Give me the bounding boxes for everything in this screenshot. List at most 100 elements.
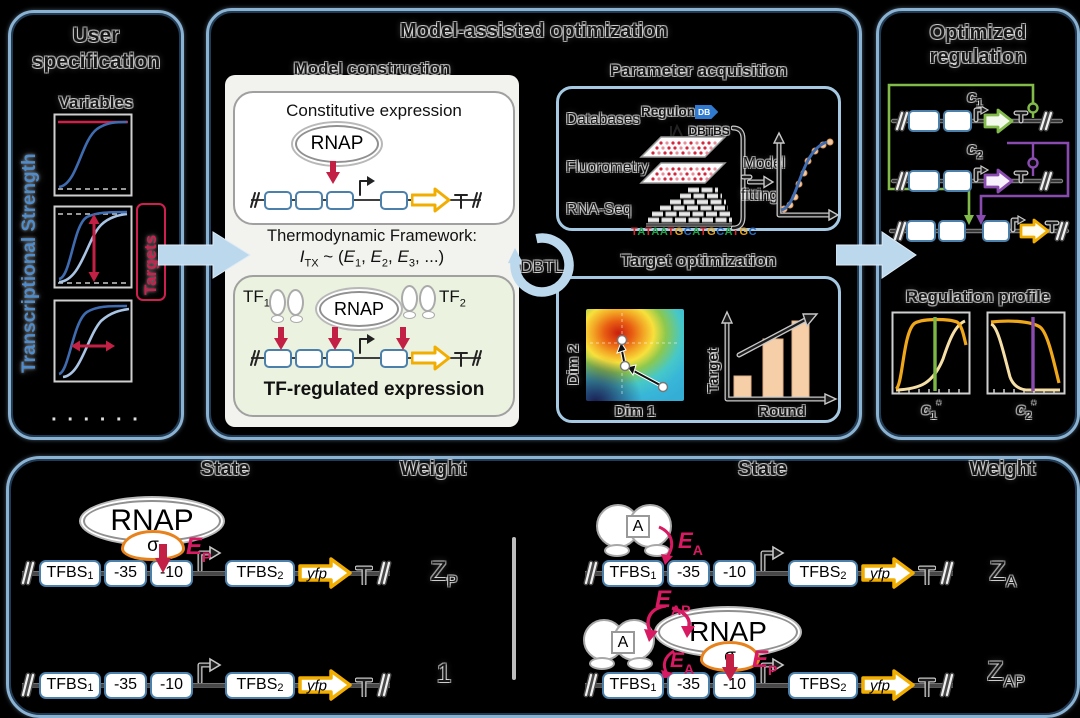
tf-regulated-dna — [249, 334, 483, 373]
tfbs2-box: TFBS 2 — [788, 671, 858, 699]
promoter-icon — [760, 545, 785, 571]
rnap-label: RNAP — [333, 298, 384, 319]
profile-plot-c2 — [986, 311, 1066, 395]
model-fitting-line2: fitting — [741, 187, 779, 204]
gene-arrow-icon — [411, 187, 451, 213]
terminator-icon — [454, 352, 468, 367]
state-dna-zap: TFBS 1 -35 -10 TFBS 2 yfp — [583, 657, 955, 701]
tfbs2-box: TFBS 2 — [225, 671, 295, 699]
thermo-formula: ITX ~ (E1, E2, E3, ...) — [225, 247, 519, 269]
target-optimization-heading: Target optimization — [620, 251, 777, 270]
tf2-label: TF2 — [439, 287, 466, 310]
weight-za: ZA — [989, 556, 1017, 591]
state-header-left: State — [200, 458, 250, 480]
tf1-dimer — [269, 289, 304, 316]
tf1-label: TF1 — [243, 287, 270, 310]
activator-a-label: A — [626, 515, 650, 538]
formula-I: I — [299, 247, 305, 266]
constitutive-label: Constitutive expression — [286, 101, 462, 120]
rnaseq-label: RNA-Seq — [566, 201, 632, 218]
binding-arrow-icon — [722, 654, 738, 681]
weight-zap: ZAP — [987, 656, 1025, 691]
model-fitting-line1: Model — [743, 155, 786, 172]
tf-regulated-card: TF1 TF2 RNAP — [233, 275, 515, 417]
weight-header-right: Weight — [969, 458, 1036, 480]
dbtbs-logo: DBTBS — [669, 122, 730, 140]
variable-plot-threshold — [53, 299, 133, 383]
dna-break-icon — [376, 560, 392, 586]
target-bar-chart — [720, 310, 838, 406]
model-assisted-optimization-panel: Model-assisted optimization Model constr… — [206, 8, 862, 440]
formula-end: , ...) — [414, 247, 445, 266]
parameter-acquisition-heading: Parameter acquisition — [609, 61, 788, 80]
activator-protein: A — [583, 613, 663, 671]
tfbs1-box: TFBS 1 — [602, 671, 664, 699]
ep-energy-label: EP — [186, 533, 212, 565]
c2-star-label: c2* — [1016, 399, 1036, 423]
operator-box — [326, 348, 354, 368]
ep-energy-label: EP — [752, 646, 778, 678]
state-dna-za: TFBS 1 -35 -10 TFBS 2 yfp — [583, 545, 955, 589]
dna-break-icon — [939, 672, 955, 698]
binding-arrow-icon — [396, 327, 410, 350]
yfp-gene-arrow: yfp — [861, 669, 915, 701]
minus35-box: -35 — [667, 671, 710, 699]
tfbs2-box: TFBS 2 — [788, 559, 858, 587]
formula-E3-sub: 3 — [408, 257, 415, 270]
target-optimization-box: Dim 2 Dim 1 Target Round — [556, 276, 841, 423]
dna-break-icon — [583, 560, 599, 586]
activator-protein: A — [596, 496, 680, 558]
tfbs1-box: TFBS 1 — [602, 559, 664, 587]
tfbs2-box: TFBS 2 — [225, 559, 295, 587]
yfp-gene-arrow: yfp — [298, 669, 352, 701]
constitutive-expression-card: Constitutive expression RNAP — [233, 91, 515, 225]
dbtbs-icon — [670, 123, 683, 137]
binding-arrow-icon — [155, 544, 171, 573]
fitting-arrow-icon — [747, 175, 775, 189]
dna-break-icon — [20, 560, 36, 586]
rnap-ellipse: RNAP — [295, 125, 379, 163]
parameter-acquisition-box: Databases Regulon DB DBTBS Fluorometry — [556, 86, 841, 238]
eap-interaction-arrows — [644, 604, 695, 642]
sequencing-reads-icon — [646, 187, 732, 227]
state-dna-empty: TFBS 1 -35 -10 TFBS 2 yfp — [20, 657, 392, 701]
operator-box — [295, 348, 323, 368]
formula-E2: E — [370, 247, 382, 266]
promoter-icon — [760, 657, 785, 683]
formula-sep: , — [361, 247, 371, 266]
databases-label: Databases — [566, 111, 641, 128]
dna-break-icon — [250, 192, 260, 208]
sigma-label: σ — [147, 534, 159, 556]
tf2-dimer — [401, 285, 436, 312]
dna-break-icon — [472, 350, 482, 366]
minus10-box: -10 — [150, 559, 193, 587]
binding-arrow-icon — [326, 161, 340, 184]
tf2-feet — [403, 311, 435, 319]
terminator-icon — [355, 677, 373, 697]
state-header-right: State — [738, 458, 787, 480]
ellipsis-dots: · · · · · · — [51, 409, 141, 431]
formula-mid: ~ ( — [318, 247, 344, 266]
gene-arrow-icon — [411, 345, 451, 371]
transcriptional-strength-axis-label: Transcriptional Strength — [19, 153, 40, 373]
dna-break-icon — [472, 192, 482, 208]
collect-bracket-icon — [731, 125, 753, 231]
ea-interaction-arrow — [661, 649, 675, 678]
sigma-factor: σ — [121, 530, 185, 561]
sequence-letters: TATAATGCATGCATGC — [630, 226, 758, 238]
flow-arrow-right-icon — [836, 231, 917, 279]
variables-label: Variables — [58, 93, 134, 112]
ea-energy-label: EA — [670, 649, 695, 678]
regulondb-logo: Regulon DB — [641, 103, 719, 121]
variable-plot-max — [53, 113, 133, 197]
state-dna-zp: TFBS 1 -35 -10 TFBS 2 yfp — [20, 545, 392, 589]
microplates-icon — [639, 136, 727, 184]
activator-a-label: A — [611, 631, 635, 654]
right-title: Optimized regulation — [929, 22, 1027, 69]
weight-header-left: Weight — [399, 458, 467, 480]
terminator-icon — [355, 565, 373, 585]
formula-sep: , — [388, 247, 398, 266]
fit-plot — [772, 131, 840, 222]
operator-box — [264, 190, 292, 210]
promoter-icon — [197, 657, 222, 683]
